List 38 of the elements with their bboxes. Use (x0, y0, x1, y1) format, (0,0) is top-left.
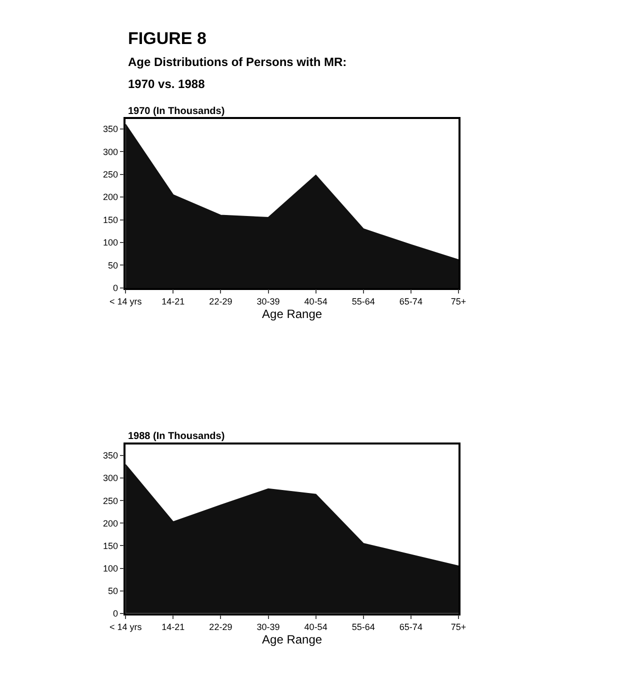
x-tick-label: 55-64 (352, 296, 375, 307)
y-tick-label: 300 (103, 473, 118, 484)
y-tick-label: 150 (103, 214, 118, 225)
x-tick-label: 75+ (450, 296, 466, 307)
y-axis-title: 1970 (In Thousands) (128, 106, 225, 117)
y-tick-label: 350 (103, 450, 118, 461)
y-tick-label: 0 (113, 608, 118, 618)
x-axis-title: Age Range (262, 632, 322, 646)
y-axis-title: 1988 (In Thousands) (128, 431, 225, 442)
y-tick-label: 150 (103, 540, 118, 551)
chart-subtitle: Age Distributions of Persons with MR: 1970 vs. 1988 (128, 55, 347, 92)
x-tick-label: < 14 yrs (109, 622, 142, 632)
x-tick-label: 65-74 (399, 296, 422, 307)
x-tick-label: 14-21 (162, 296, 185, 307)
y-tick-label: 200 (103, 192, 118, 202)
x-tick-label: 14-21 (162, 622, 185, 632)
x-tick-label: 30-39 (256, 296, 280, 307)
x-tick-label: 75+ (450, 622, 466, 632)
y-tick-label: 0 (113, 283, 118, 294)
y-tick-label: 250 (103, 169, 118, 180)
y-tick-label: 100 (103, 238, 118, 248)
x-tick-label: 22-29 (209, 622, 232, 632)
y-tick-label: 250 (103, 496, 118, 506)
y-tick-label: 350 (103, 124, 118, 134)
y-tick-label: 200 (103, 518, 118, 528)
x-tick-label: 30-39 (256, 622, 280, 632)
x-axis-title: Age Range (262, 306, 322, 321)
x-tick-label: 40-54 (304, 622, 328, 632)
y-tick-label: 100 (103, 563, 118, 574)
x-tick-label: 65-74 (399, 622, 422, 632)
x-tick-label: 55-64 (352, 622, 375, 632)
x-tick-label: < 14 yrs (109, 296, 142, 307)
y-tick-label: 50 (108, 260, 118, 270)
x-tick-label: 40-54 (304, 296, 328, 307)
x-tick-label: 22-29 (209, 296, 232, 307)
y-tick-label: 300 (103, 146, 118, 157)
chart-title: FIGURE 8 (128, 29, 206, 48)
y-tick-label: 50 (108, 586, 118, 596)
